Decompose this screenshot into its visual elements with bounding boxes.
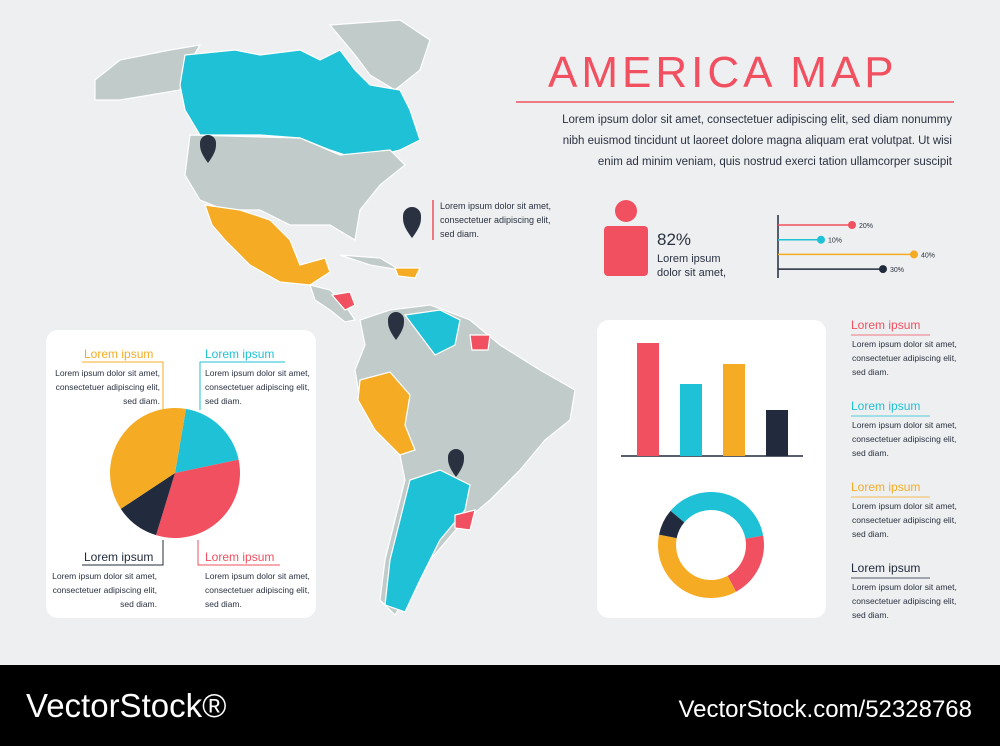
legend-line: consectetuer adipiscing elit,	[852, 434, 956, 444]
map	[94, 19, 576, 616]
donut-segment	[670, 492, 764, 539]
bar-panel	[597, 320, 826, 618]
legend-heading: Lorem ipsum	[851, 561, 920, 575]
legend-line: consectetuer adipiscing elit,	[852, 515, 956, 525]
person-text: dolor sit amet,	[657, 267, 726, 279]
legend-line: sed diam.	[852, 610, 889, 620]
legend-line: sed diam.	[852, 529, 889, 539]
suriname	[469, 334, 491, 351]
legend-line: Lorem ipsum dolor sit amet,	[852, 582, 957, 592]
connector	[82, 540, 164, 566]
connector	[199, 361, 285, 410]
pie-label-line: Lorem ipsum dolor sit amet,	[52, 571, 157, 581]
progress-label: 30%	[890, 267, 904, 274]
person-percent: 82%	[657, 230, 691, 249]
watermark-brand: VectorStock®	[26, 687, 226, 724]
legend-line: consectetuer adipiscing elit,	[852, 596, 956, 606]
intro-line: nibh euismod tincidunt ut laoreet dolore…	[563, 135, 952, 147]
person-icon	[604, 200, 648, 276]
person-body	[604, 226, 648, 276]
pie-label-line: consectetuer adipiscing elit,	[56, 382, 160, 392]
greenland	[328, 19, 431, 91]
person-head	[615, 200, 637, 222]
map-pins	[200, 135, 464, 477]
legend-line: sed diam.	[852, 448, 889, 458]
central-america	[309, 284, 356, 323]
legend-line: Lorem ipsum dolor sit amet,	[852, 501, 957, 511]
legend-heading: Lorem ipsum	[851, 480, 920, 494]
donut-segment	[727, 535, 764, 592]
legend-heading: Lorem ipsum	[851, 318, 920, 332]
title: AMERICA MAP	[548, 48, 898, 97]
donut-segment	[659, 510, 685, 539]
connector	[197, 540, 280, 566]
progress-dot	[910, 250, 918, 259]
watermark-id: VectorStock.com/52328768	[678, 696, 972, 723]
nicaragua	[330, 291, 356, 311]
watermark-bar	[0, 665, 1000, 746]
pie-label-line: sed diam.	[205, 599, 242, 609]
pie-slice	[109, 407, 186, 509]
mexico	[204, 204, 331, 286]
person-text: Lorem ipsum	[657, 253, 721, 265]
progress-label: 10%	[828, 238, 842, 245]
pie-label-line: Lorem ipsum dolor sit amet,	[205, 368, 310, 378]
progress-label: 20%	[859, 223, 873, 230]
pie-label-line: sed diam.	[123, 396, 160, 406]
pie-label-heading: Lorem ipsum	[205, 550, 274, 564]
map-pin	[403, 207, 421, 238]
argentina	[384, 469, 471, 613]
intro-line: Lorem ipsum dolor sit amet, consectetuer…	[562, 114, 952, 126]
pie-connectors	[82, 361, 285, 566]
pie-label-line: consectetuer adipiscing elit,	[53, 585, 157, 595]
venezuela	[403, 309, 461, 356]
donut-segment	[658, 534, 737, 599]
legend-line: Lorem ipsum dolor sit amet,	[852, 339, 957, 349]
legend-line: sed diam.	[852, 367, 889, 377]
pie-slice	[120, 473, 175, 536]
map-pin	[200, 135, 216, 163]
bar	[723, 364, 745, 456]
connector	[82, 361, 164, 410]
hispaniola	[394, 267, 421, 279]
pie-label-line: Lorem ipsum dolor sit amet,	[55, 368, 160, 378]
peru	[357, 371, 416, 456]
pie-label-line: consectetuer adipiscing elit,	[205, 585, 309, 595]
pie-slice	[156, 459, 240, 538]
intro-line: enim ad minim veniam, quis nostrud exerc…	[598, 156, 953, 168]
map-pin	[448, 449, 464, 477]
pie-label-line: sed diam.	[205, 396, 242, 406]
map-pin	[388, 312, 404, 340]
pie-label-line: consectetuer adipiscing elit,	[205, 382, 309, 392]
progress-label: 40%	[921, 252, 935, 259]
legend-heading: Lorem ipsum	[851, 399, 920, 413]
pie-slice	[175, 408, 239, 473]
pie-label-heading: Lorem ipsum	[84, 347, 153, 361]
bar	[637, 343, 659, 456]
bar	[766, 410, 788, 456]
uruguay	[454, 509, 476, 531]
usa	[184, 134, 406, 241]
progress-dot	[817, 235, 825, 244]
legend-line: consectetuer adipiscing elit,	[852, 353, 956, 363]
bar	[680, 384, 702, 456]
pin-note-line: sed diam.	[440, 229, 479, 239]
pie-label-heading: Lorem ipsum	[84, 550, 153, 564]
progress-dot	[848, 221, 856, 229]
pie-label-line: Lorem ipsum dolor sit amet,	[205, 571, 310, 581]
pin-note-line: Lorem ipsum dolor sit amet,	[440, 201, 551, 211]
pie-label-line: sed diam.	[120, 599, 157, 609]
legend-line: Lorem ipsum dolor sit amet,	[852, 420, 957, 430]
pin-note-line: consectetuer adipiscing elit,	[440, 215, 551, 225]
progress-dot	[879, 265, 887, 274]
pie-label-heading: Lorem ipsum	[205, 347, 274, 361]
